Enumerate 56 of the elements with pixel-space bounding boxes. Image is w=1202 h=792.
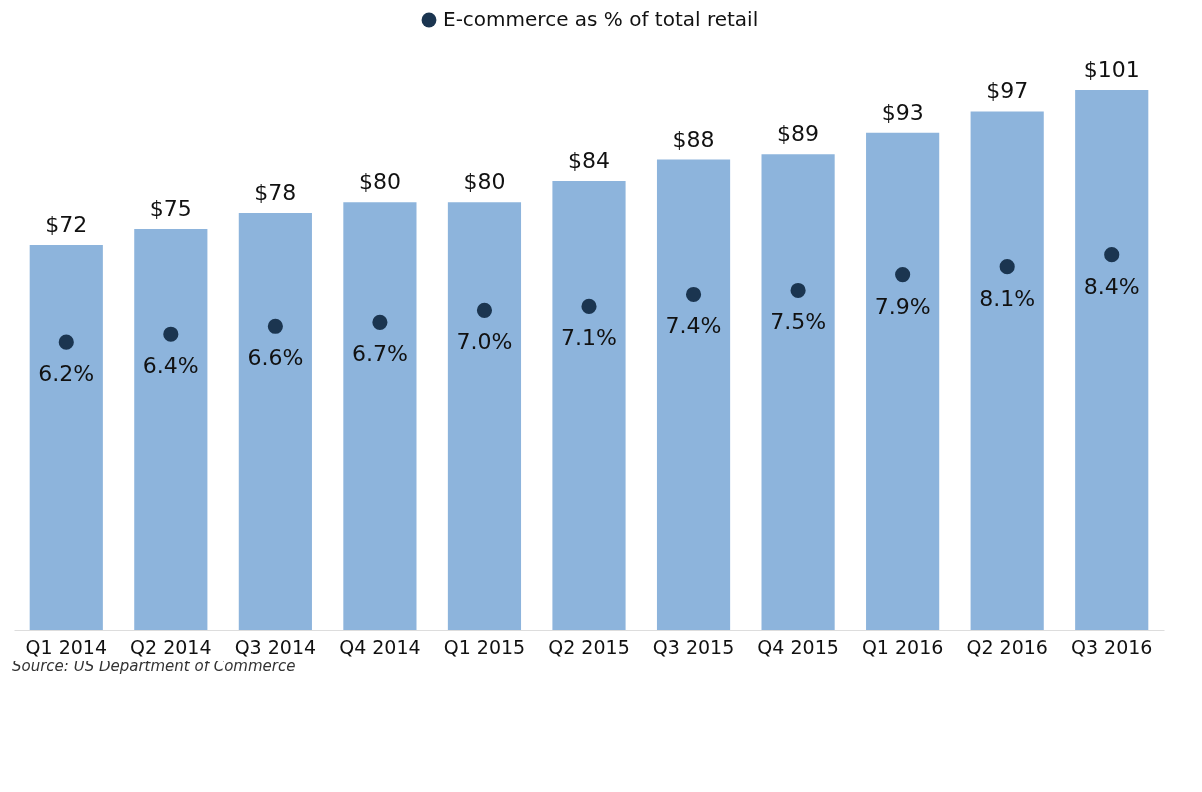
- bar: [343, 202, 417, 630]
- x-tick-label: Q2 2015: [548, 635, 630, 658]
- point: [999, 259, 1015, 275]
- data-label: 6.4%: [142, 353, 199, 379]
- data-label: 7.1%: [561, 325, 617, 351]
- data-label: 7.9%: [874, 293, 931, 319]
- bar: [134, 229, 208, 630]
- data-label: 7.4%: [665, 313, 722, 339]
- x-tick-label: Q3 2014: [234, 635, 317, 658]
- bar: [447, 202, 522, 630]
- data-label: $97: [986, 78, 1029, 104]
- data-label: $75: [149, 196, 192, 222]
- data-label: 8.4%: [1083, 273, 1140, 299]
- x-tick-label: Q1 2015: [443, 635, 526, 658]
- point: [685, 286, 702, 303]
- bar: [761, 154, 835, 630]
- point: [1104, 247, 1120, 263]
- data-label: 6.2%: [38, 361, 95, 387]
- bar: [29, 245, 103, 630]
- data-label: $78: [254, 179, 297, 205]
- point: [58, 334, 74, 350]
- point: [267, 318, 283, 334]
- bar: [238, 212, 312, 630]
- data-label: $89: [777, 121, 820, 147]
- legend-label: E-commerce as % of total retail: [443, 7, 759, 31]
- data-label: $88: [672, 126, 715, 152]
- data-label: 6.7%: [351, 341, 408, 367]
- x-tick-label: Q1 2016: [861, 635, 944, 658]
- data-label: $80: [358, 169, 401, 195]
- data-label: $72: [45, 212, 88, 238]
- point: [476, 302, 493, 318]
- x-tick-label: Q4 2014: [339, 635, 421, 658]
- data-label: 8.1%: [979, 285, 1036, 311]
- point: [372, 314, 388, 330]
- x-tick-label: Q3 2016: [1071, 635, 1153, 658]
- data-label: 7.5%: [770, 309, 827, 335]
- point: [790, 282, 806, 299]
- data-label: 7.0%: [456, 329, 513, 355]
- bar: [970, 111, 1044, 630]
- x-tick-label: Q1 2014: [25, 635, 107, 658]
- bar: [866, 132, 940, 630]
- bar: [1075, 90, 1149, 630]
- bar: [552, 180, 626, 630]
- data-label: $101: [1083, 57, 1140, 82]
- x-tick-label: Q2 2014: [130, 635, 212, 658]
- x-tick-label: Q2 2016: [966, 635, 1048, 658]
- x-tick-label: Q3 2015: [652, 635, 735, 658]
- x-tick-label: Q4 2015: [757, 635, 839, 658]
- point: [163, 326, 179, 342]
- data-label: $84: [568, 147, 610, 173]
- data-label: $80: [463, 169, 506, 195]
- bar: [656, 159, 731, 630]
- point: [895, 267, 911, 283]
- data-label: 6.6%: [247, 345, 304, 371]
- point: [581, 298, 597, 314]
- data-label: $93: [881, 99, 924, 125]
